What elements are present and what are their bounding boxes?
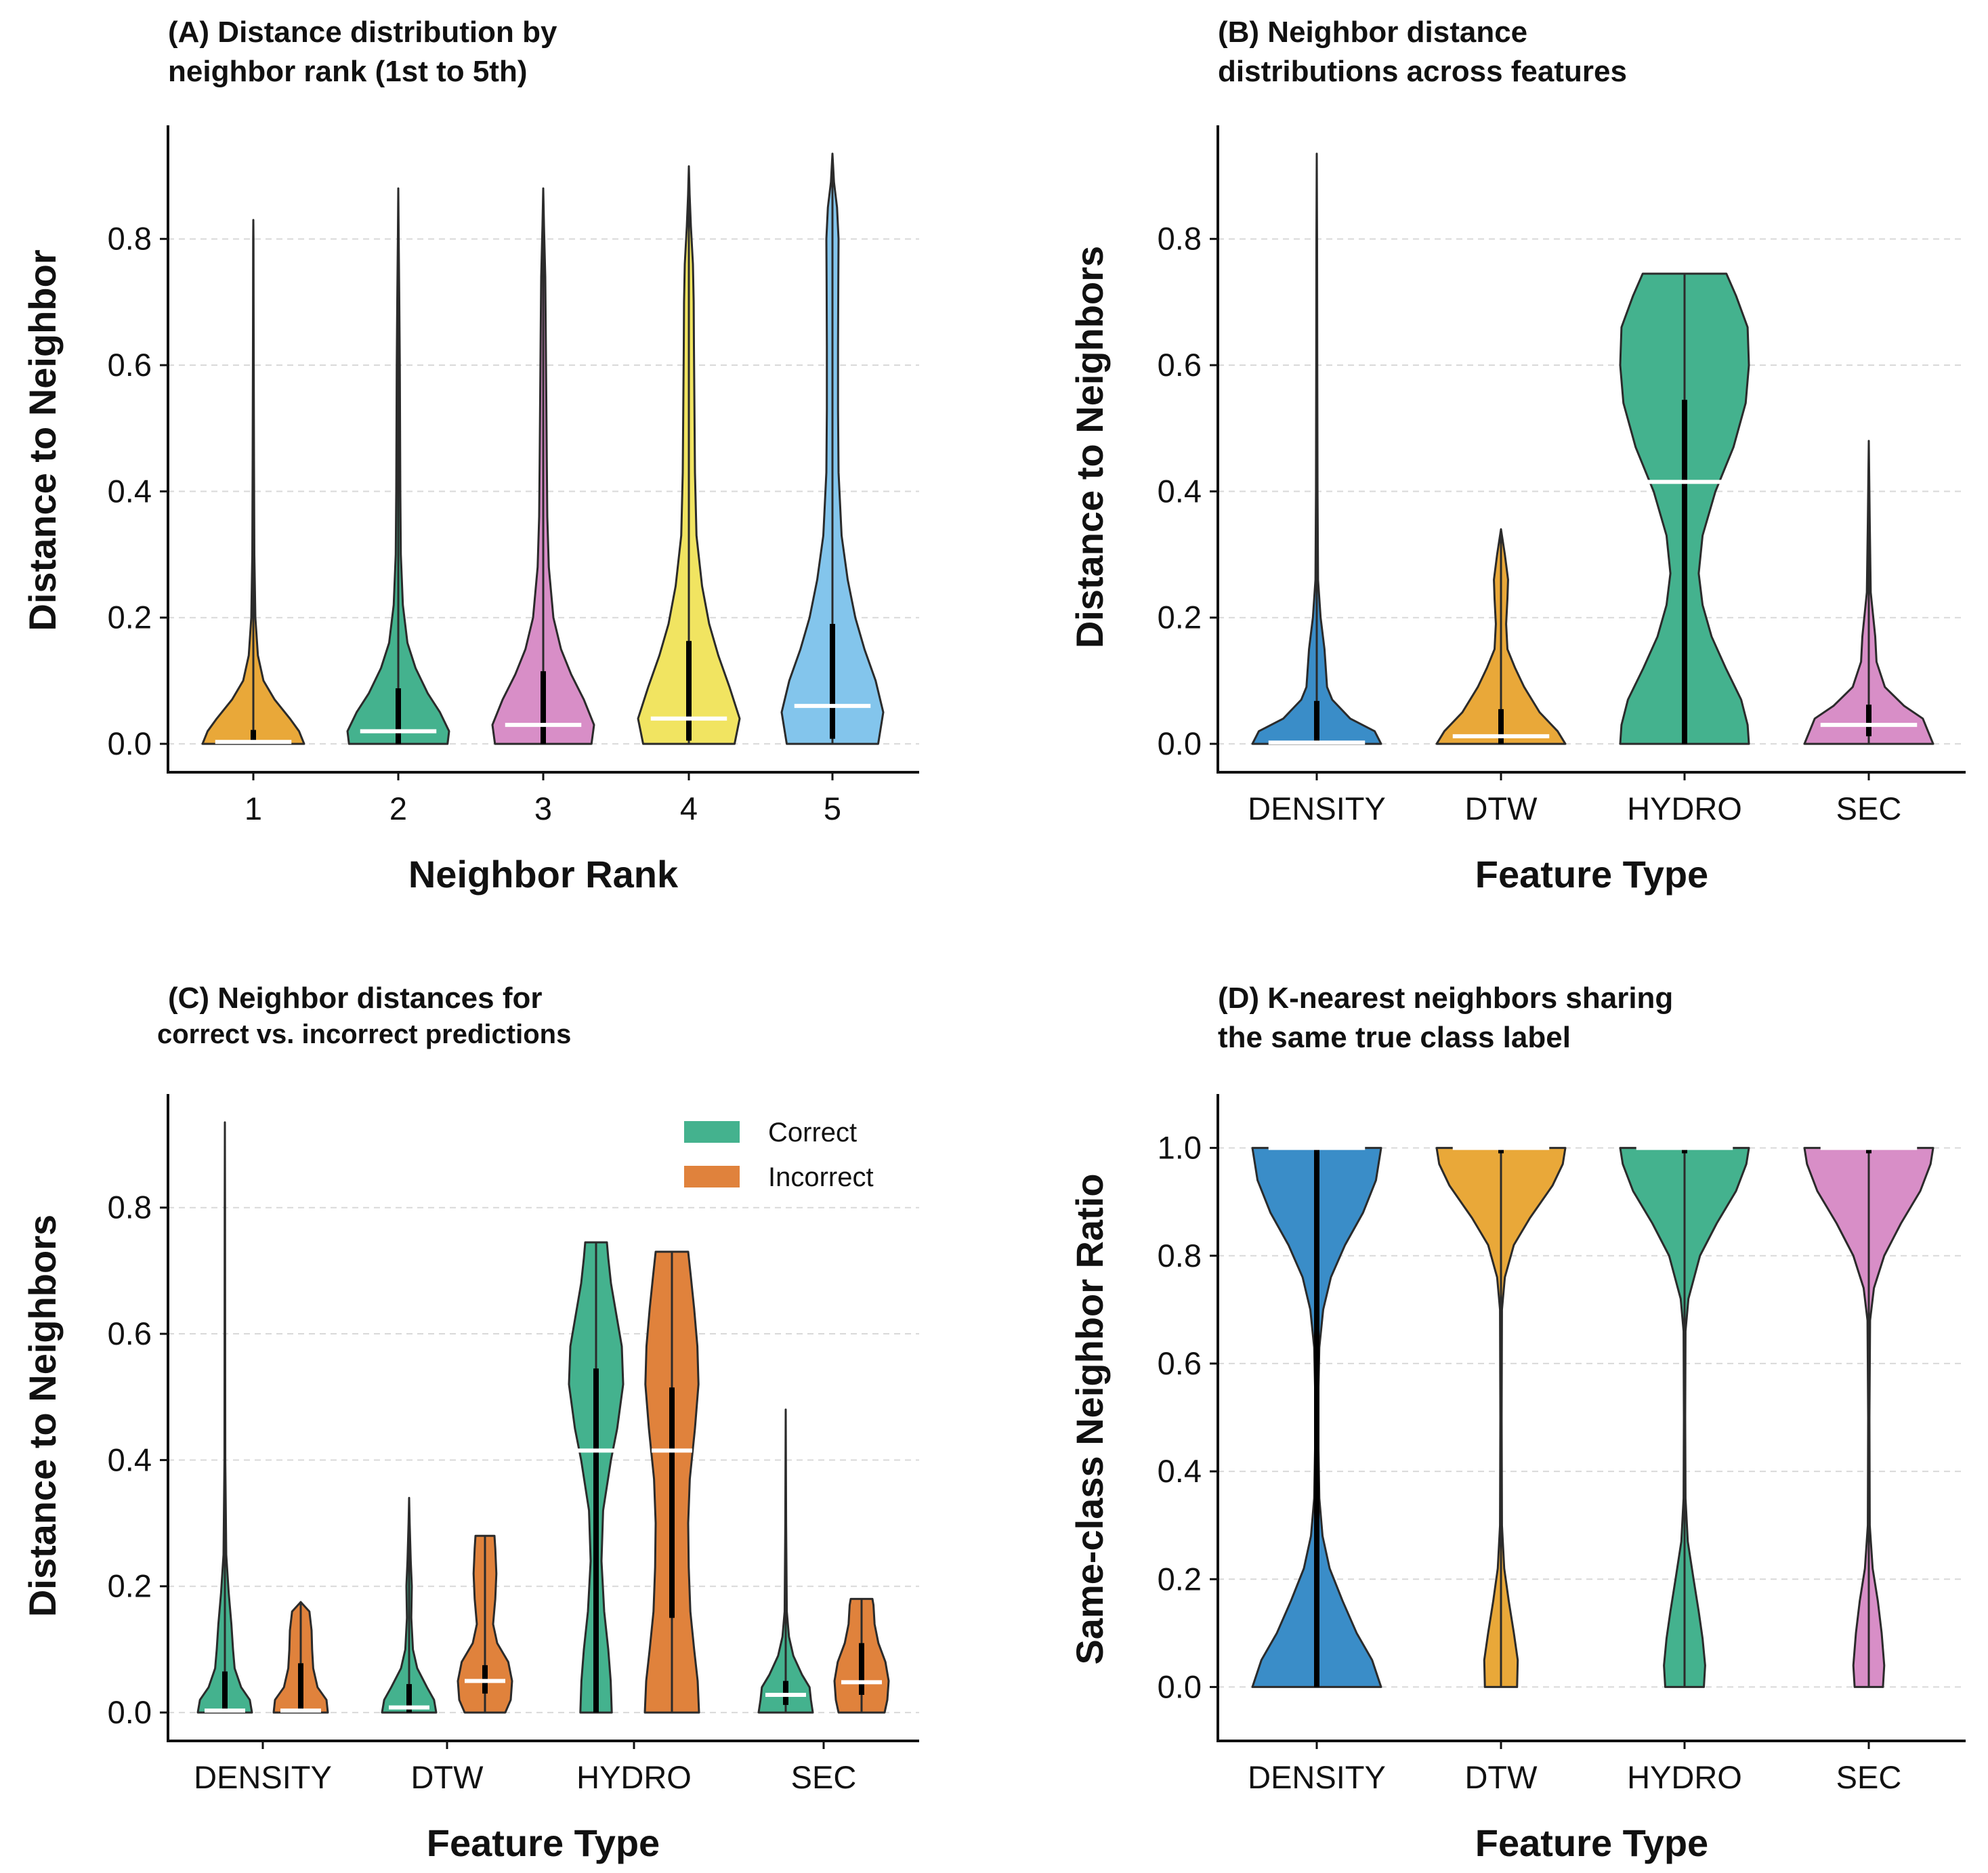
- y-tick-label: 0.4: [108, 473, 152, 509]
- panel-a-ylabel: Distance to Neighbor: [21, 249, 64, 631]
- y-tick-label: 0.8: [108, 221, 152, 257]
- panel-a: (A) Distance distribution by neighbor ra…: [21, 16, 919, 896]
- x-tick-label: DTW: [1464, 791, 1538, 826]
- x-tick-label: HYDRO: [576, 1759, 692, 1795]
- x-tick-label: SEC: [791, 1759, 857, 1795]
- y-tick-label: 0.8: [1158, 1238, 1202, 1274]
- panel-c-title-line1: (C) Neighbor distances for: [168, 982, 543, 1015]
- x-tick-label: DENSITY: [1248, 791, 1386, 826]
- x-tick-label: SEC: [1836, 791, 1902, 826]
- panel-d-title-line2: the same true class label: [1218, 1021, 1571, 1054]
- y-tick-label: 0.4: [108, 1441, 152, 1477]
- panel-d-plot: 0.0 0.2 0.4 0.6 0.8 1.0 DENSITY DTW HYDRO SEC: [1158, 1094, 1966, 1795]
- x-tick-label: DENSITY: [1248, 1759, 1386, 1795]
- x-tick-label: SEC: [1836, 1759, 1902, 1795]
- x-tick-label: 1: [245, 791, 262, 826]
- panel-a-title-line2: neighbor rank (1st to 5th): [168, 55, 527, 88]
- panel-d-title-line1: (D) K-nearest neighbors sharing: [1218, 982, 1673, 1015]
- x-tick-label: HYDRO: [1627, 791, 1742, 826]
- panel-c-ylabel: Distance to Neighbors: [21, 1215, 64, 1617]
- y-tick-label: 0.6: [108, 347, 152, 383]
- y-tick-label: 1.0: [1158, 1130, 1202, 1166]
- y-tick-label: 0.4: [1158, 1453, 1202, 1489]
- x-tick-label: 4: [680, 791, 698, 826]
- y-tick-label: 0.0: [1158, 725, 1202, 761]
- x-tick-label: 2: [389, 791, 407, 826]
- panel-d: (D) K-nearest neighbors sharing the same…: [1068, 982, 1966, 1864]
- x-tick-label: DENSITY: [194, 1759, 332, 1795]
- panel-b-title-line1: (B) Neighbor distance: [1218, 16, 1527, 49]
- panel-d-ylabel: Same-class Neighbor Ratio: [1068, 1173, 1111, 1664]
- legend-label-correct: Correct: [768, 1118, 857, 1148]
- y-tick-label: 0.2: [1158, 599, 1202, 635]
- x-tick-label: DTW: [1464, 1759, 1538, 1795]
- panel-c-plot: 0.0 0.2 0.4 0.6 0.8 DENSITY DTW HYDRO SEC Correct…: [108, 1094, 919, 1795]
- y-tick-label: 0.8: [1158, 221, 1202, 257]
- panel-b: (B) Neighbor distance distributions acro…: [1068, 16, 1966, 896]
- legend-label-incorrect: Incorrect: [768, 1162, 874, 1192]
- panel-b-title-line2: distributions across features: [1218, 55, 1627, 88]
- y-tick-label: 0.2: [108, 1568, 152, 1604]
- x-tick-label: 5: [824, 791, 841, 826]
- y-tick-label: 0.0: [108, 725, 152, 761]
- y-tick-label: 0.8: [108, 1190, 152, 1225]
- panel-b-xlabel: Feature Type: [1475, 853, 1708, 896]
- panel-a-title-line1: (A) Distance distribution by: [168, 16, 557, 49]
- panel-c-xlabel: Feature Type: [427, 1822, 660, 1864]
- y-tick-label: 0.2: [1158, 1561, 1202, 1597]
- x-tick-label: 3: [534, 791, 552, 826]
- y-tick-label: 0.4: [1158, 473, 1202, 509]
- panel-b-plot: 0.0 0.2 0.4 0.6 0.8 DENSITY DTW HYDRO SEC: [1158, 125, 1966, 826]
- panel-c: (C) Neighbor distances for correct vs. i…: [21, 982, 919, 1864]
- y-tick-label: 0.6: [108, 1316, 152, 1351]
- legend-swatch-incorrect: [684, 1166, 740, 1187]
- y-tick-label: 0.0: [108, 1694, 152, 1730]
- y-tick-label: 0.0: [1158, 1668, 1202, 1704]
- panel-a-xlabel: Neighbor Rank: [408, 853, 679, 896]
- panel-b-ylabel: Distance to Neighbors: [1068, 246, 1111, 648]
- y-tick-label: 0.6: [1158, 1345, 1202, 1381]
- y-tick-label: 0.2: [108, 599, 152, 635]
- x-tick-label: DTW: [410, 1759, 484, 1795]
- panel-c-title-line2: correct vs. incorrect predictions: [157, 1019, 571, 1049]
- panel-a-plot: 0.0 0.2 0.4 0.6 0.8 1 2 3 4 5: [108, 125, 919, 826]
- panel-d-xlabel: Feature Type: [1475, 1822, 1708, 1864]
- x-tick-label: HYDRO: [1627, 1759, 1742, 1795]
- legend-swatch-correct: [684, 1121, 740, 1143]
- y-tick-label: 0.6: [1158, 347, 1202, 383]
